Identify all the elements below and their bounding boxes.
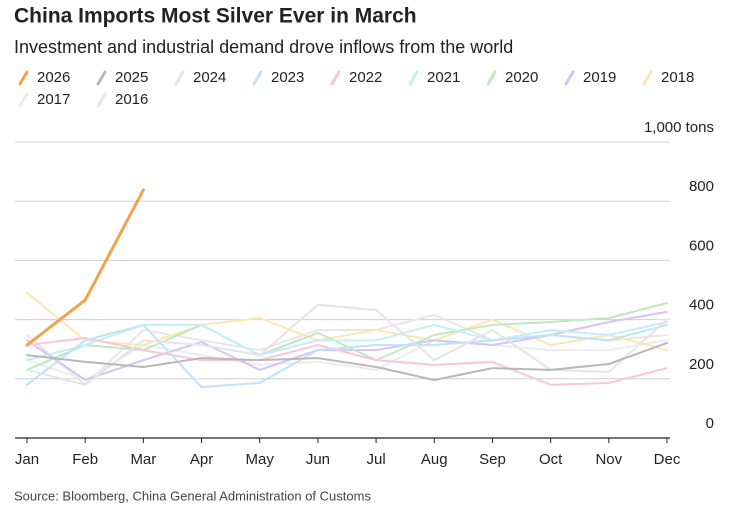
legend-swatch bbox=[564, 70, 575, 86]
legend-label: 2019 bbox=[583, 69, 616, 86]
x-tick-label: Jan bbox=[15, 451, 39, 468]
legend-label: 2016 bbox=[115, 91, 148, 108]
x-tick-label: Dec bbox=[654, 451, 681, 468]
y-tick-label: 800 bbox=[689, 178, 714, 195]
series-line bbox=[25, 188, 145, 347]
chart-subtitle: Investment and industrial demand drove i… bbox=[14, 37, 513, 57]
legend-label: 2025 bbox=[115, 69, 148, 86]
x-tick-label: Mar bbox=[130, 451, 156, 468]
legend-label: 2021 bbox=[427, 69, 460, 86]
series-line bbox=[26, 323, 668, 389]
y-tick-label: 0 bbox=[706, 415, 714, 432]
y-tick-label: 400 bbox=[689, 297, 714, 314]
chart-title: China Imports Most Silver Ever in March bbox=[14, 5, 417, 28]
legend-swatch bbox=[252, 70, 263, 86]
x-tick-label: Feb bbox=[72, 451, 98, 468]
series-line bbox=[26, 341, 668, 381]
legend-swatch bbox=[174, 70, 185, 86]
x-tick-label: Nov bbox=[595, 451, 622, 468]
y-tick-label: 600 bbox=[689, 237, 714, 254]
series-line bbox=[26, 303, 668, 386]
series-line bbox=[26, 302, 668, 371]
x-tick-label: Jul bbox=[366, 451, 385, 468]
x-tick-label: Aug bbox=[421, 451, 448, 468]
y-tick-label: 200 bbox=[689, 356, 714, 373]
x-tick-label: Oct bbox=[539, 451, 563, 468]
legend-swatch bbox=[486, 70, 497, 86]
legend-swatch bbox=[330, 70, 341, 86]
legend-label: 2024 bbox=[193, 69, 226, 86]
legend-label: 2020 bbox=[505, 69, 538, 86]
legend-label: 2023 bbox=[271, 69, 304, 86]
source: Source: Bloomberg, China General Adminis… bbox=[14, 488, 371, 503]
x-tick-label: Jun bbox=[306, 451, 330, 468]
x-tick-label: Apr bbox=[190, 451, 213, 468]
legend-label: 2022 bbox=[349, 69, 382, 86]
legend-swatch bbox=[18, 92, 29, 108]
legend-swatch bbox=[96, 92, 107, 108]
legend-swatch bbox=[642, 70, 653, 86]
x-tick-label: Sep bbox=[479, 451, 506, 468]
x-tick-label: May bbox=[246, 451, 275, 468]
series-line bbox=[26, 336, 668, 386]
legend-swatch bbox=[18, 70, 29, 86]
legend-swatch bbox=[408, 70, 419, 86]
series-line bbox=[26, 310, 668, 381]
legend-label: 2026 bbox=[37, 69, 70, 86]
series-line bbox=[26, 339, 668, 381]
legend-swatch bbox=[96, 70, 107, 86]
legend-label: 2018 bbox=[661, 69, 694, 86]
series-line bbox=[26, 291, 668, 352]
y-tick-label: 1,000 tons bbox=[644, 119, 714, 136]
legend-label: 2017 bbox=[37, 91, 70, 108]
